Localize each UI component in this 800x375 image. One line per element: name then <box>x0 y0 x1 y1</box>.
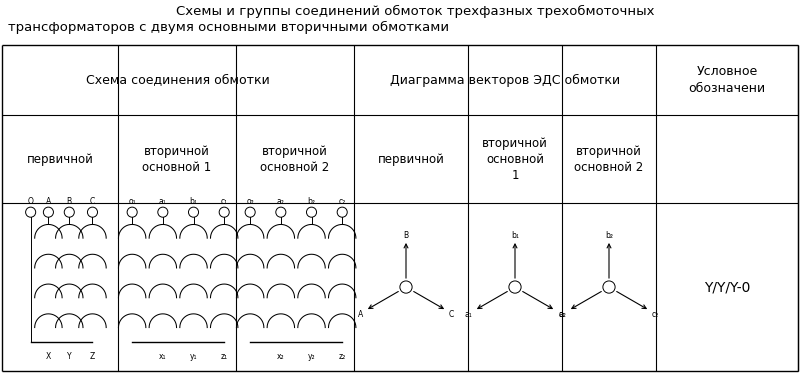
Text: Диаграмма векторов ЭДС обмотки: Диаграмма векторов ЭДС обмотки <box>390 74 620 87</box>
Text: y₁: y₁ <box>190 352 198 361</box>
Text: b₂: b₂ <box>605 231 613 240</box>
Text: b₁: b₁ <box>190 196 198 206</box>
Text: Схема соединения обмотки: Схема соединения обмотки <box>86 74 270 87</box>
Text: a₁: a₁ <box>159 196 166 206</box>
Text: C: C <box>449 310 454 319</box>
Text: a₂: a₂ <box>558 310 566 319</box>
Text: A: A <box>358 310 363 319</box>
Text: a₁: a₁ <box>465 310 472 319</box>
Text: первичной: первичной <box>26 153 94 166</box>
Text: вторичной
основной
1: вторичной основной 1 <box>482 136 548 182</box>
Text: C: C <box>90 196 95 206</box>
Text: c₂: c₂ <box>338 196 346 206</box>
Text: z₂: z₂ <box>338 352 346 361</box>
Text: вторичной
основной 1: вторичной основной 1 <box>142 145 212 174</box>
Text: x₁: x₁ <box>159 352 166 361</box>
Text: Z: Z <box>90 352 95 361</box>
Text: b₁: b₁ <box>511 231 519 240</box>
Text: Условное
обозначени: Условное обозначени <box>689 65 766 95</box>
Text: o₁: o₁ <box>128 196 136 206</box>
Text: x₂: x₂ <box>277 352 285 361</box>
Text: Y/Y/Y-0: Y/Y/Y-0 <box>704 280 750 294</box>
Text: B: B <box>403 231 409 240</box>
Text: o₂: o₂ <box>246 196 254 206</box>
Text: b₂: b₂ <box>307 196 315 206</box>
Text: c₁: c₁ <box>558 310 566 319</box>
Text: a₂: a₂ <box>277 196 285 206</box>
Text: трансформаторов с двумя основными вторичными обмотками: трансформаторов с двумя основными вторич… <box>8 21 449 34</box>
Text: Y: Y <box>67 352 71 361</box>
Text: вторичной
основной 2: вторичной основной 2 <box>260 145 330 174</box>
Text: Схемы и группы соединений обмоток трехфазных трехобмоточных: Схемы и группы соединений обмоток трехфа… <box>176 5 654 18</box>
Text: c₂: c₂ <box>652 310 659 319</box>
Text: A: A <box>46 196 51 206</box>
Text: O: O <box>28 196 34 206</box>
Text: первичной: первичной <box>378 153 445 166</box>
Text: B: B <box>66 196 72 206</box>
Text: c₁: c₁ <box>221 196 228 206</box>
Text: X: X <box>46 352 51 361</box>
Text: y₂: y₂ <box>308 352 315 361</box>
Text: вторичной
основной 2: вторичной основной 2 <box>574 145 644 174</box>
Text: z₁: z₁ <box>221 352 228 361</box>
